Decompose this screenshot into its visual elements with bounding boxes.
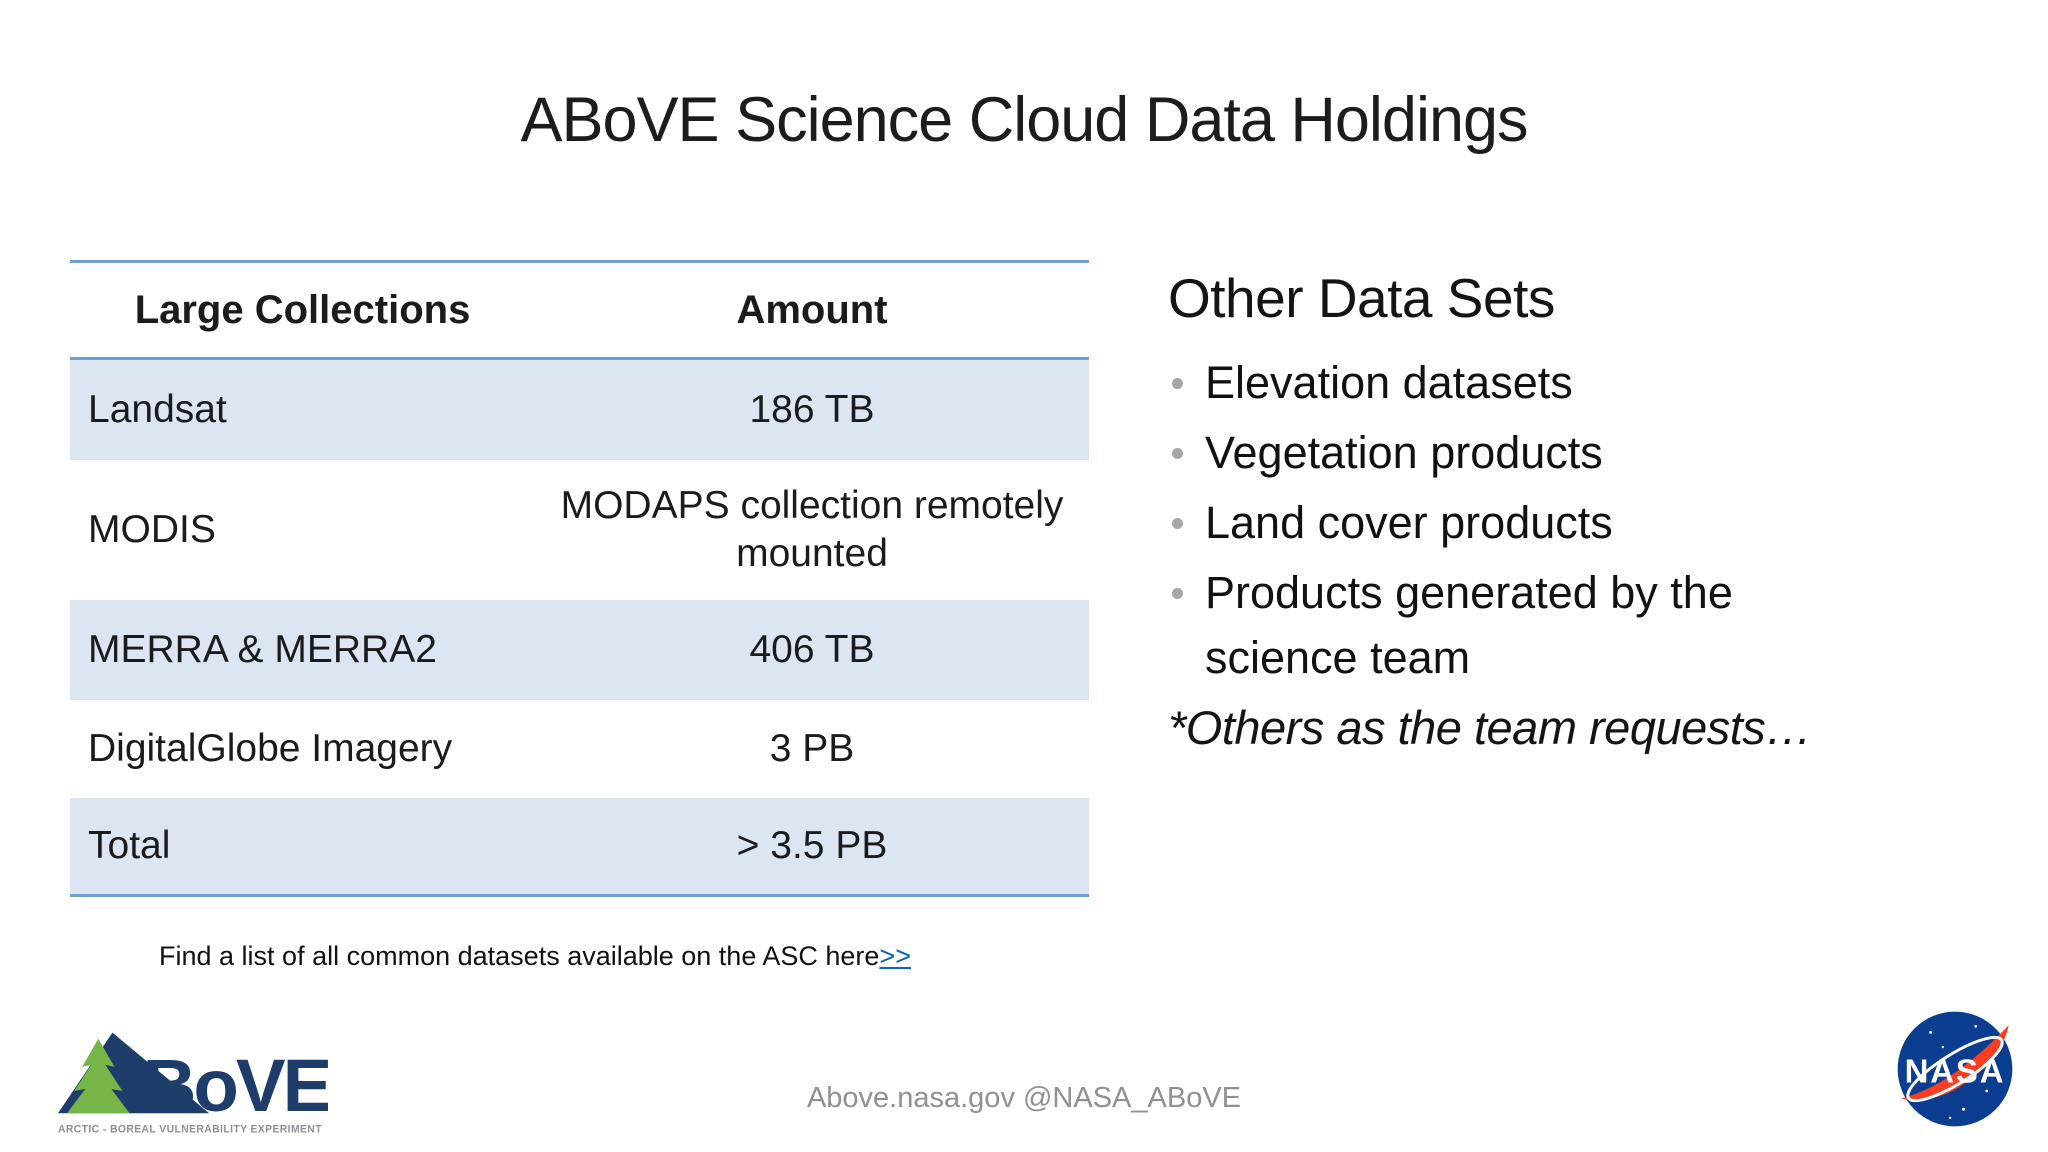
footer-url-text: Above.nasa.gov @NASA_ABoVE [806, 1082, 1242, 1114]
dataset-list-link[interactable]: >> [879, 941, 911, 971]
bullet-icon [1172, 448, 1183, 459]
table-row: Landsat 186 TB [70, 360, 1089, 460]
list-item: Land cover products [1168, 490, 1948, 555]
table-cell-amount: 3 PB [769, 727, 855, 771]
above-logo-tagline: ARCTIC - BOREAL VULNERABILITY EXPERIMENT [58, 1123, 322, 1135]
above-logo-letters: BoVE [143, 1044, 328, 1127]
others-footnote: *Others as the team requests… [1168, 701, 1812, 754]
other-data-sets-list: Elevation datasets Vegetation products L… [1168, 350, 1948, 690]
other-data-sets-heading: Other Data Sets [1168, 267, 1555, 329]
other-data-sets-section: Other Data Sets Elevation datasets Veget… [1168, 266, 1948, 755]
table-row-total: Total > 3.5 PB [70, 798, 1089, 894]
table-cell-amount: MODAPS collection remotely mounted [560, 484, 1064, 575]
table-cell-collection: MERRA & MERRA2 [88, 628, 437, 671]
table-row: MERRA & MERRA2 406 TB [70, 600, 1089, 700]
page-title: ABoVE Science Cloud Data Holdings [520, 85, 1528, 155]
list-item-label: Elevation datasets [1205, 357, 1573, 408]
table-header-amount: Amount [736, 287, 888, 332]
nasa-logo: NASA [1897, 1011, 2013, 1127]
nasa-logo-text: NASA [1905, 1052, 2006, 1089]
bullet-icon [1172, 378, 1183, 389]
list-item: Vegetation products [1168, 420, 1948, 485]
table-cell-collection: Landsat [88, 388, 227, 431]
list-item-label: Land cover products [1205, 497, 1613, 548]
table-cell-collection: Total [88, 824, 171, 867]
data-holdings-table: Large Collections Amount Landsat 186 TB … [70, 260, 1089, 897]
table-row: MODIS MODAPS collection remotely mounted [70, 460, 1089, 600]
table-cell-amount: > 3.5 PB [736, 824, 888, 868]
dataset-list-note-text: Find a list of all common datasets avail… [159, 941, 880, 971]
table-cell-amount: 186 TB [749, 388, 875, 432]
table-row: DigitalGlobe Imagery 3 PB [70, 700, 1089, 798]
list-item: Products generated by the science team [1168, 560, 1948, 690]
above-logo: BoVE ARCTIC - BOREAL VULNERABILITY EXPER… [58, 1032, 328, 1135]
nasa-logo-orbit [1906, 1035, 2004, 1103]
list-item: Elevation datasets [1168, 350, 1948, 415]
list-item-label: Products generated by the science team [1205, 567, 1733, 683]
table-header-collections: Large Collections [134, 287, 471, 332]
pine-tree-icon [67, 1038, 130, 1114]
bullet-icon [1172, 588, 1183, 599]
bullet-icon [1172, 518, 1183, 529]
table-cell-amount: 406 TB [749, 628, 875, 672]
list-item-label: Vegetation products [1205, 427, 1603, 478]
dataset-list-note: Find a list of all common datasets avail… [70, 941, 1000, 972]
table-cell-collection: DigitalGlobe Imagery [88, 727, 453, 770]
table-header-row: Large Collections Amount [70, 263, 1089, 360]
table-cell-collection: MODIS [88, 508, 216, 551]
